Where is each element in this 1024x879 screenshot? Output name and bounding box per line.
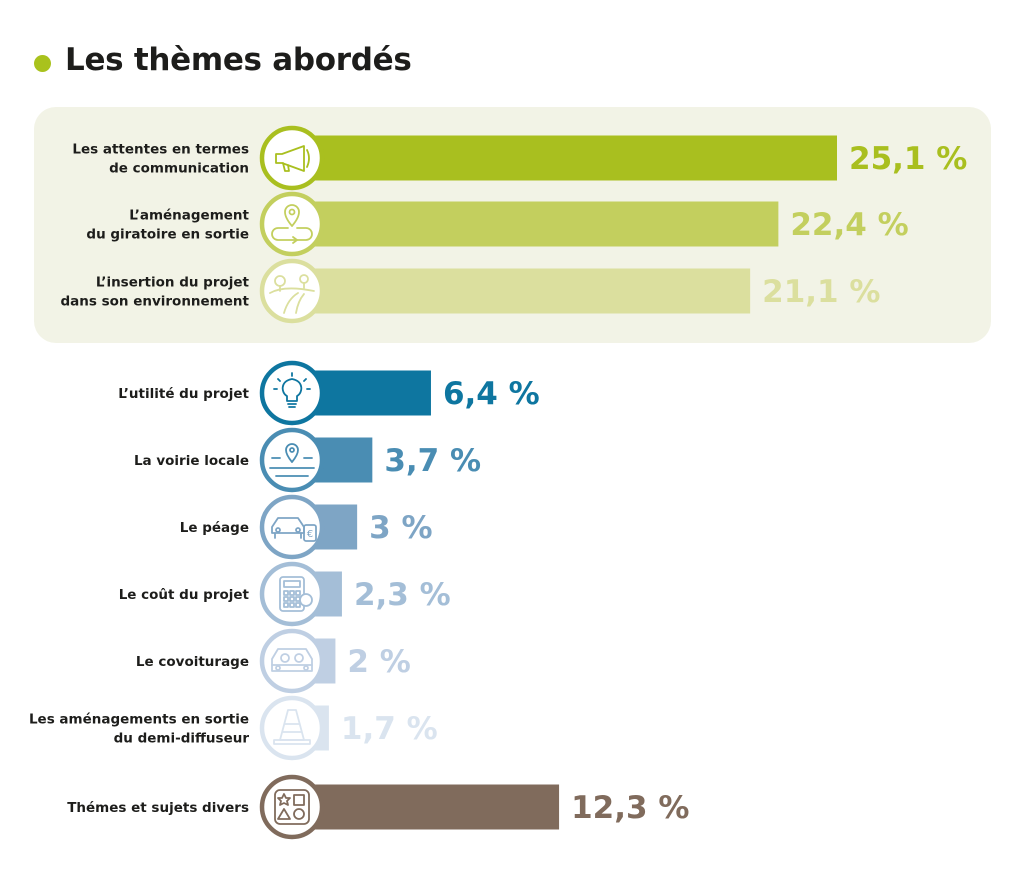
value-label: 3 % xyxy=(369,510,432,546)
category-label-line: Les aménagements en sortie xyxy=(29,712,249,728)
category-label: Le coût du projet xyxy=(119,587,250,603)
category-label-line: L’aménagement xyxy=(129,208,249,224)
megaphone-icon xyxy=(275,145,310,172)
bar xyxy=(292,135,837,181)
bar xyxy=(292,201,779,247)
icon-circle xyxy=(259,191,325,257)
title-bullet xyxy=(34,54,51,72)
value-label: 12,3 % xyxy=(571,790,689,826)
icon-circle xyxy=(259,561,325,627)
value-label: 1,7 % xyxy=(341,711,438,747)
category-label: Thémes et sujets divers xyxy=(67,800,249,816)
category-label-line: Le coût du projet xyxy=(119,587,250,603)
traffic-cone-icon xyxy=(273,709,311,745)
icon-circle xyxy=(259,125,325,191)
category-label-line: L’insertion du projet xyxy=(96,275,250,291)
carpool-icon xyxy=(271,648,313,672)
category-label: Les attentes en termes de communication xyxy=(72,142,249,177)
icon-circle xyxy=(259,494,325,560)
category-label-line: dans son environnement xyxy=(60,294,249,310)
bar xyxy=(292,268,751,314)
category-label-line: L’utilité du projet xyxy=(118,386,249,402)
value-label: 6,4 % xyxy=(443,376,540,412)
value-label: 22,4 % xyxy=(790,207,908,243)
icon-circle xyxy=(259,360,325,426)
category-label: L’insertion du projet dans son environnem… xyxy=(60,275,249,310)
category-label-line: Les attentes en termes xyxy=(72,142,249,158)
bar xyxy=(292,784,560,830)
category-label: Les aménagements en sortie du demi-diffus… xyxy=(29,712,249,747)
category-label-line: Le péage xyxy=(180,520,249,536)
value-label: 3,7 % xyxy=(384,443,481,479)
category-label: Le covoiturage xyxy=(136,654,249,670)
map-pin-route-icon xyxy=(271,204,313,244)
svg-text:€: € xyxy=(307,529,313,540)
category-label: La voirie locale xyxy=(134,453,249,469)
category-label-line: La voirie locale xyxy=(134,453,249,469)
chart-title-row: Les thèmes abordés xyxy=(34,38,412,82)
value-label: 2,3 % xyxy=(354,577,451,613)
lightbulb-icon xyxy=(273,372,311,408)
category-label-line: Le covoiturage xyxy=(136,654,249,670)
icon-circle xyxy=(259,628,325,694)
calculator-icon xyxy=(279,576,313,612)
pin-road-icon xyxy=(269,443,315,477)
shapes-icon xyxy=(274,789,310,825)
icon-circle xyxy=(259,774,325,840)
value-label: 21,1 % xyxy=(762,274,880,310)
value-label: 25,1 % xyxy=(849,141,967,177)
category-label-line: de communication xyxy=(109,161,249,177)
category-label: Le péage xyxy=(180,520,249,536)
category-label: L’utilité du projet xyxy=(118,386,249,402)
landscape-road-icon xyxy=(269,274,315,314)
chart-title: Les thèmes abordés xyxy=(65,42,412,78)
icon-circle xyxy=(259,427,325,493)
category-label: L’aménagement du giratoire en sortie xyxy=(86,208,249,243)
category-label-line: du demi-diffuseur xyxy=(114,731,250,747)
category-label-line: Thémes et sujets divers xyxy=(67,800,249,816)
icon-circle xyxy=(259,695,325,761)
car-toll-icon: € xyxy=(271,517,317,542)
category-label-line: du giratoire en sortie xyxy=(86,227,249,243)
value-label: 2 % xyxy=(347,644,410,680)
